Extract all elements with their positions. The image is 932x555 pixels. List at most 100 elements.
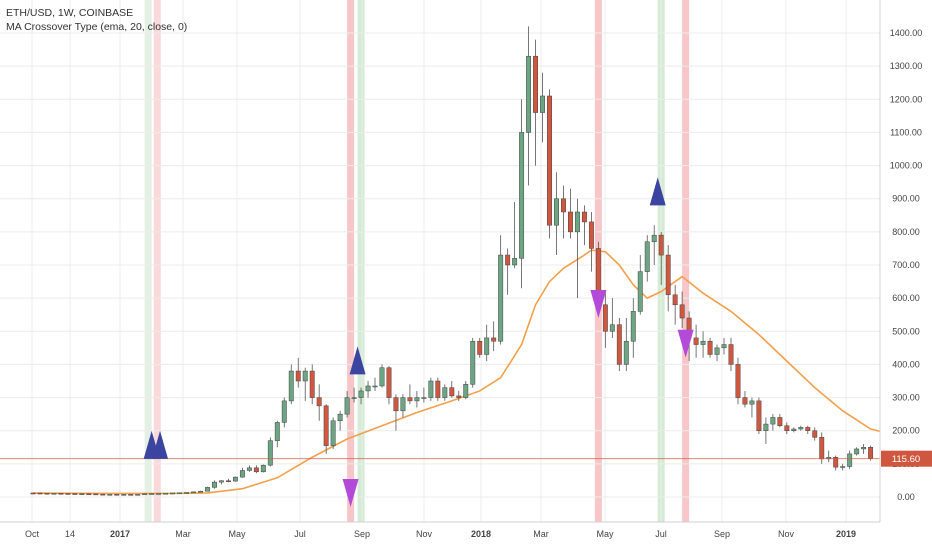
candle-up: [721, 344, 727, 349]
candle-down: [128, 494, 134, 496]
x-tick-label: Sep: [354, 529, 370, 539]
candle-up: [219, 480, 224, 483]
candle-up: [861, 447, 867, 450]
candle-down: [868, 447, 874, 459]
candle-up: [519, 132, 525, 259]
current-price-tag: [881, 450, 932, 467]
candle-down: [491, 337, 497, 342]
candle-down: [812, 430, 818, 438]
x-tick-label: 2018: [471, 529, 491, 539]
candle-up: [574, 211, 580, 233]
x-tick-label: Sep: [714, 529, 730, 539]
candle-up: [344, 397, 350, 415]
candle-up: [246, 467, 252, 471]
candle-down: [393, 397, 399, 412]
y-tick-label: 900.00: [892, 194, 920, 204]
candle-up: [135, 494, 141, 496]
x-tick-label: Nov: [778, 529, 795, 539]
symbol-title: ETH/USD, 1W, COINBASE: [6, 7, 134, 19]
candle-up: [365, 385, 371, 392]
candle-down: [44, 492, 50, 495]
candle-up: [358, 390, 364, 398]
candle-up: [498, 254, 504, 342]
candle-up: [288, 370, 294, 402]
candle-down: [505, 254, 511, 266]
candle-down: [449, 387, 455, 397]
candle-up: [184, 492, 190, 494]
candle-up: [442, 387, 448, 398]
x-tick-label: Mar: [533, 529, 549, 539]
candle-down: [93, 493, 99, 496]
candle-down: [533, 55, 539, 113]
candle-up: [142, 493, 148, 496]
candle-down: [407, 397, 413, 402]
x-tick-label: May: [228, 529, 246, 539]
signal-band: [357, 0, 365, 522]
candle-down: [833, 456, 839, 468]
candle-down: [435, 380, 441, 398]
candle-up: [637, 271, 643, 312]
candle-down: [602, 304, 608, 332]
candle-down: [728, 344, 734, 365]
candle-down: [658, 234, 664, 256]
candle-up: [191, 491, 196, 494]
x-tick-label: Oct: [25, 529, 40, 539]
signal-band: [347, 0, 355, 522]
y-tick-label: 600.00: [892, 293, 920, 303]
sell-signal-triangle: [677, 329, 694, 358]
candle-up: [170, 492, 176, 495]
candle-down: [735, 364, 741, 398]
candle-down: [323, 405, 329, 446]
candle-down: [756, 400, 762, 431]
candle-up: [484, 337, 490, 355]
candle-down: [316, 397, 322, 407]
candle-down: [707, 340, 713, 355]
signal-band: [153, 0, 161, 522]
x-tick-label: Jul: [294, 529, 306, 539]
candle-up: [163, 492, 169, 495]
candle-up: [421, 397, 427, 399]
candle-up: [770, 417, 776, 425]
indicator-title: MA Crossover Type (ema, 20, close, 0): [6, 21, 188, 33]
candle-down: [477, 340, 483, 355]
y-tick-label: 1100.00: [890, 127, 922, 137]
candle-up: [847, 453, 853, 467]
candle-up: [651, 234, 657, 243]
candle-up: [609, 324, 615, 332]
y-tick-label: 200.00: [892, 426, 920, 436]
candle-up: [749, 400, 755, 405]
candle-up: [239, 470, 245, 478]
candle-up: [79, 493, 85, 496]
candle-down: [253, 467, 259, 473]
x-tick-label: 2017: [110, 529, 130, 539]
candle-up: [302, 370, 308, 382]
candle-up: [623, 340, 629, 365]
candle-down: [30, 492, 36, 495]
candle-down: [784, 425, 790, 431]
candle-down: [819, 437, 825, 460]
candle-up: [379, 367, 385, 387]
y-tick-label: 700.00: [892, 260, 920, 270]
candle-down: [295, 370, 301, 382]
buy-signal-triangle: [649, 177, 666, 206]
x-tick-label: May: [596, 529, 614, 539]
current-price-label: 115.60: [892, 454, 920, 465]
candle-up: [644, 241, 650, 272]
candle-up: [337, 413, 343, 422]
candle-up: [177, 492, 183, 495]
candle-up: [414, 397, 420, 402]
candle-up: [121, 494, 127, 496]
candle-up: [540, 95, 545, 113]
x-tick-label: Jul: [655, 529, 667, 539]
candle-up: [281, 400, 287, 423]
candle-up: [428, 380, 434, 398]
candle-down: [805, 427, 811, 431]
candle-down: [693, 337, 699, 345]
y-tick-label: 500.00: [892, 326, 920, 336]
y-tick-label: 1300.00: [890, 61, 923, 71]
candle-down: [742, 397, 748, 405]
candle-down: [561, 198, 566, 213]
candle-down: [616, 324, 622, 365]
